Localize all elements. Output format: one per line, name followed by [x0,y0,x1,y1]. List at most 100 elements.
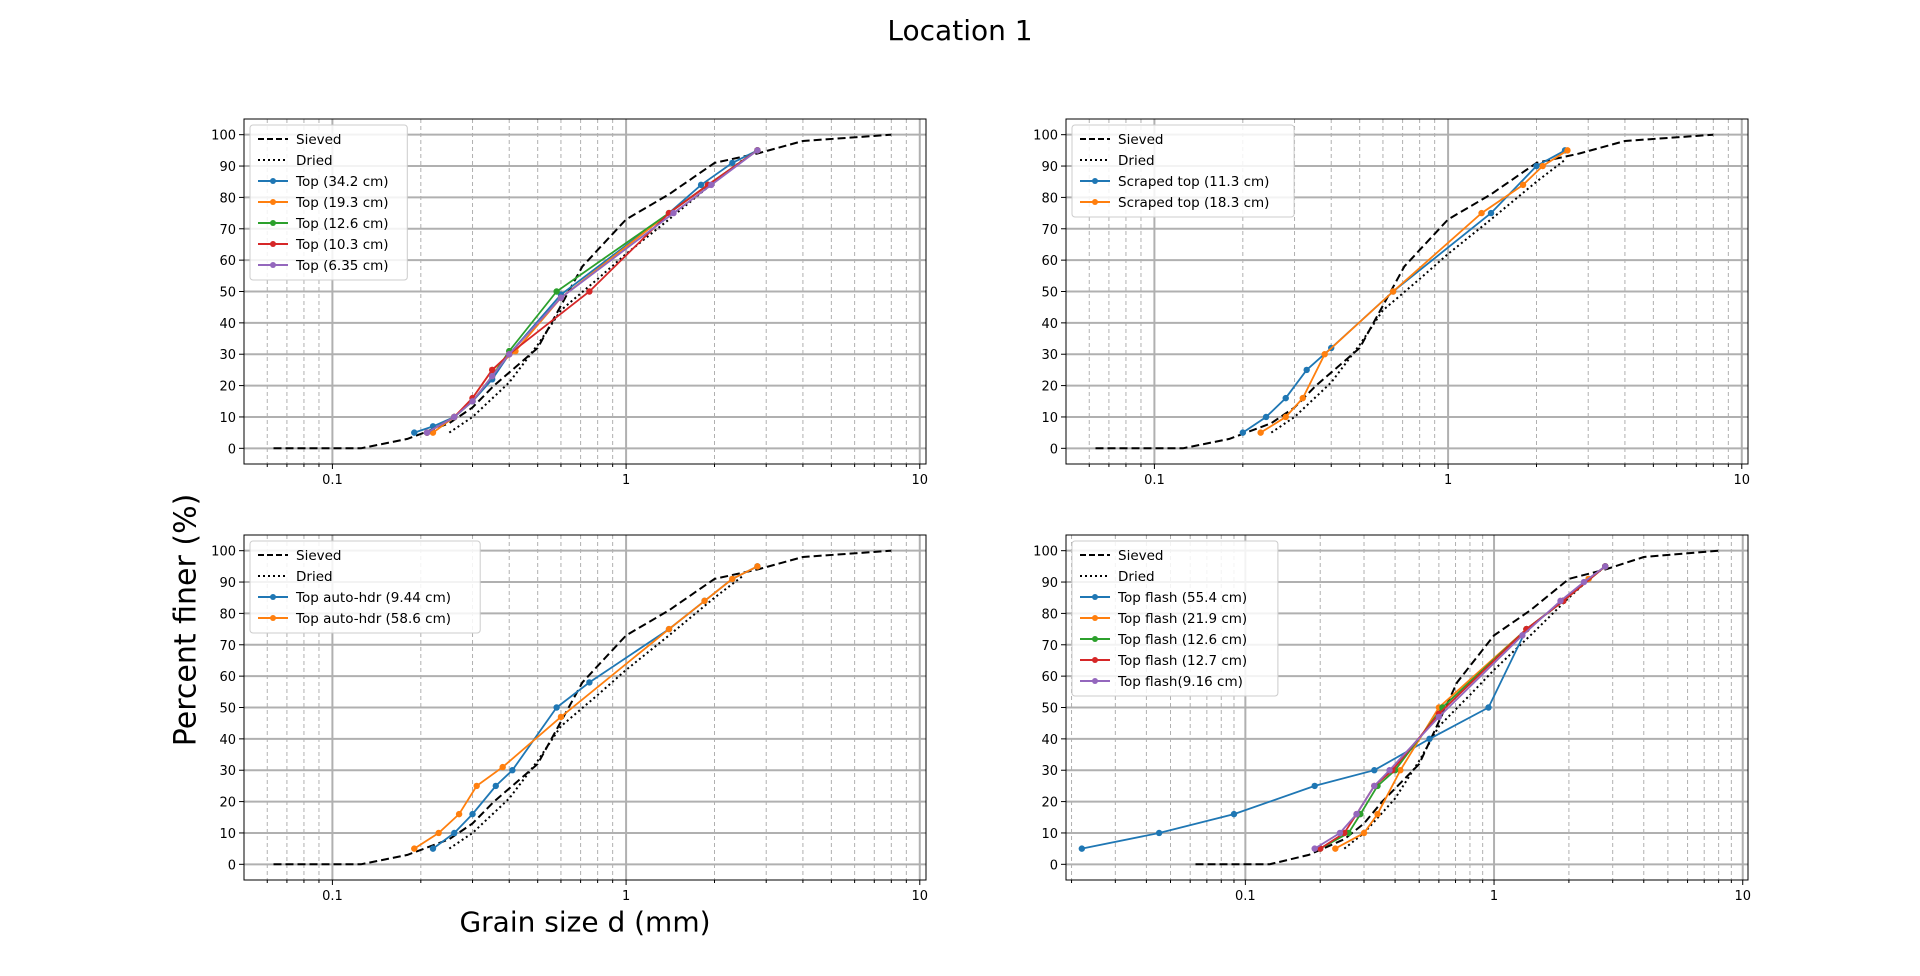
y-tick-label: 80 [219,607,236,622]
data-point-top-flash-9-16-cm [1353,810,1360,818]
data-point-top-flash-9-16-cm [1557,597,1564,605]
y-tick-label: 0 [1050,442,1058,457]
y-tick-label: 20 [1041,380,1058,395]
data-point-top-flash-9-16-cm [1311,845,1318,852]
chart-panel-bottom-right: 0 10 20 30 40 50 60 70 80 90 100 0.1 1 10 Sieved Dried T… [1033,534,1751,904]
data-point-top-auto-hdr-9-44-cm [451,829,458,837]
data-point-top-auto-hdr-58-6-cm [411,845,418,852]
data-point-scraped-top-11-3-cm [1262,413,1270,421]
x-tick-label: 10 [1734,473,1751,488]
legend-label: Scraped top (11.3 cm) [1118,174,1269,190]
legend-marker [1092,678,1098,684]
data-point-top-auto-hdr-58-6-cm [435,829,442,837]
y-tick-label: 100 [1033,129,1058,144]
y-tick-label: 30 [1041,764,1058,779]
data-point-top-auto-hdr-58-6-cm [473,782,480,790]
y-tick-label: 70 [219,223,236,238]
legend-label: Top (34.2 cm) [295,174,389,190]
chart-panel-top-left: 0 10 20 30 40 50 60 70 80 90 100 0.1 1 10 Sieved Dried T… [211,118,929,488]
data-point-scraped-top-18-3-cm [1257,429,1264,436]
y-tick-label: 80 [1041,191,1058,206]
x-tick-label: 1 [1444,473,1452,488]
y-tick-label: 80 [219,191,236,206]
data-point-top-6-35-cm [488,372,496,380]
legend-label: Top (6.35 cm) [295,258,389,274]
data-point-top-6-35-cm [557,294,565,301]
data-point-scraped-top-18-3-cm [1478,209,1485,217]
legend-marker [1092,199,1098,205]
legend-label: Dried [1118,153,1155,169]
data-point-top-34-2-cm [729,159,736,167]
data-point-top-flash-55-4-cm [1155,829,1163,837]
y-tick-label: 60 [219,254,236,269]
data-point-top-6-35-cm [754,147,761,154]
legend-label: Top auto-hdr (9.44 cm) [295,590,451,606]
legend-marker [270,241,276,247]
y-tick-label: 50 [1041,286,1058,301]
legend-label: Sieved [296,548,342,564]
data-point-scraped-top-11-3-cm [1533,162,1540,170]
legend-box [1071,540,1279,697]
data-point-top-flash-12-7-cm [1341,829,1348,837]
series-line-top-auto-hdr-58-6-cm [413,565,758,850]
chart-panel-bottom-left: 0 10 20 30 40 50 60 70 80 90 100 0.1 1 10 Sieved Dried T… [211,534,928,904]
y-tick-label: 90 [219,576,236,591]
y-tick-label: 0 [228,442,236,457]
data-point-top-6-35-cm [506,351,513,358]
legend-label: Top flash (12.6 cm) [1117,632,1247,648]
data-point-top-flash-55-4-cm [1230,810,1238,818]
data-point-top-flash-55-4-cm [1078,845,1086,852]
data-point-top-6-35-cm [670,209,677,217]
data-point-top-auto-hdr-58-6-cm [499,763,506,771]
data-point-top-6-35-cm [451,413,458,421]
x-tick-label: 1 [622,889,630,904]
y-tick-label: 60 [219,670,236,685]
legend-marker [270,615,276,621]
legend: Sieved Dried Top flash (55.4 cm) Top flash … [1071,540,1279,697]
legend-label: Top flash (55.4 cm) [1117,590,1247,606]
plot-area [273,133,892,450]
x-tick-label: 1 [1490,889,1498,904]
y-tick-label: 0 [1050,858,1058,873]
legend-label: Top flash(9.16 cm) [1117,674,1243,690]
y-tick-label: 70 [1041,223,1058,238]
grid [1066,119,1748,464]
legend: Sieved Dried Scraped top (11.3 cm) Scraped … [1071,124,1295,218]
data-point-scraped-top-18-3-cm [1389,288,1397,295]
x-tick-label: 10 [912,473,929,488]
legend-label: Top auto-hdr (58.6 cm) [295,611,451,627]
legend-label: Top (19.3 cm) [295,195,389,211]
legend-marker [270,594,276,600]
data-point-top-flash-21-9-cm [1360,829,1368,837]
series-line-dried [448,575,744,850]
legend-marker [1092,615,1098,621]
y-tick-label: 30 [219,348,236,363]
data-point-top-12-6-cm [553,288,560,295]
data-point-top-flash-9-16-cm [1580,578,1588,586]
y-tick-label: 50 [1041,702,1058,717]
data-point-scraped-top-18-3-cm [1519,181,1527,189]
x-tick-label: 0.1 [322,473,343,488]
data-point-top-flash-9-16-cm [1435,713,1443,721]
plot-area [1095,133,1714,450]
data-point-top-auto-hdr-9-44-cm [492,782,499,790]
legend: Sieved Dried Top (34.2 cm) Top (19.3 cm) Top… [249,124,408,281]
data-point-top-flash-9-16-cm [1519,632,1526,639]
legend-box [249,540,481,634]
y-tick-label: 80 [1041,607,1058,622]
legend-box [249,124,408,281]
data-point-top-auto-hdr-9-44-cm [586,679,593,686]
series-line-dried [1343,575,1594,850]
data-point-top-flash-55-4-cm [1426,735,1433,743]
legend-label: Dried [296,569,333,585]
series-line-sieved [1095,133,1714,450]
data-point-top-flash-21-9-cm [1397,767,1404,774]
x-tick-label: 0.1 [1235,889,1256,904]
y-tick-label: 20 [219,380,236,395]
x-tick-label: 1 [622,473,630,488]
series-line-dried [1270,159,1566,434]
y-tick-label: 50 [219,286,236,301]
y-tick-label: 60 [1041,254,1058,269]
data-point-top-auto-hdr-58-6-cm [665,625,673,633]
